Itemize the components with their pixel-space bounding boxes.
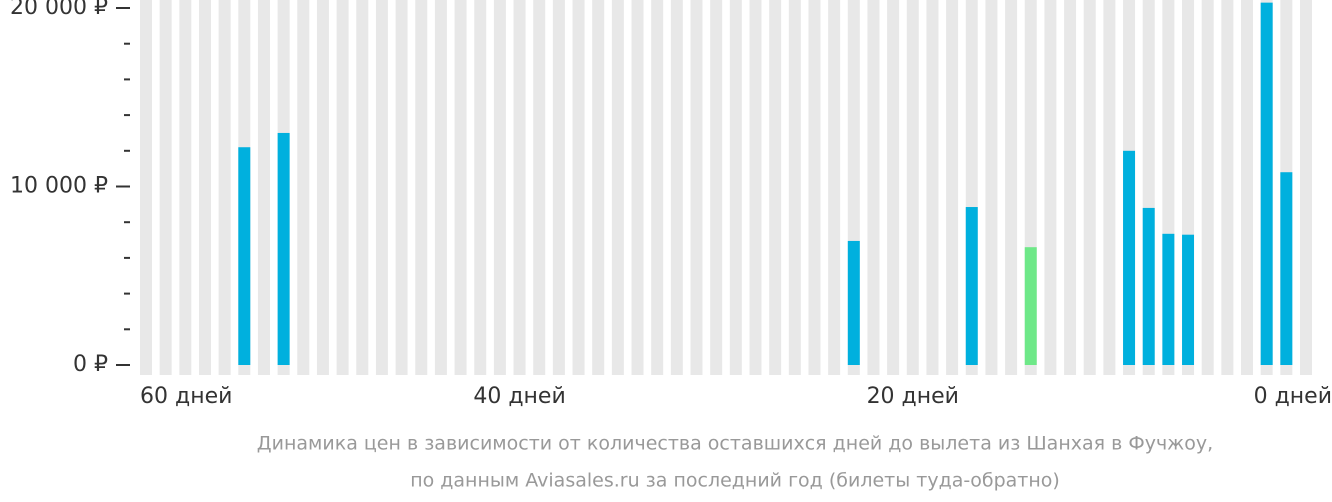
background-column [828,0,841,375]
background-column [788,0,801,375]
background-column [1064,0,1077,375]
x-tick-label: 60 дней [140,384,232,409]
background-column [316,0,329,375]
background-column [1005,0,1018,375]
background-column [1300,0,1312,375]
background-column [257,0,270,375]
background-column [769,0,782,375]
background-column [179,0,192,375]
background-column [1103,0,1116,375]
x-tick-label: 0 дней [1254,384,1332,409]
background-column [710,0,723,375]
y-tick-label: 0 ₽ [73,352,108,377]
background-column [592,0,605,375]
background-column [887,0,900,375]
background-column [946,0,959,375]
background-column [218,0,231,375]
y-tick-label: 10 000 ₽ [10,174,108,199]
background-column [1044,0,1057,375]
background-column [356,0,369,375]
bar [965,207,978,365]
background-column [159,0,172,375]
background-column [670,0,683,375]
bar [1142,207,1155,365]
background-column [1241,0,1254,375]
background-column [690,0,703,375]
background-column [198,0,211,375]
background-column [533,0,546,375]
background-column [513,0,526,375]
bar [1162,233,1175,365]
background-column [808,0,821,375]
background-column [493,0,506,375]
background-column [434,0,447,375]
x-tick-label: 20 дней [867,384,959,409]
background-column [611,0,624,375]
background-column [749,0,762,375]
background-column [336,0,349,375]
background-column [867,0,880,375]
background-column [375,0,388,375]
background-column [651,0,664,375]
bar [1280,172,1293,365]
bar [238,147,251,365]
background-column [552,0,565,375]
background-column [140,0,152,375]
background-column [1201,0,1214,375]
caption: по данным Aviasales.ru за последний год … [410,470,1060,492]
background-column [1083,0,1096,375]
bar [1123,150,1136,365]
bar [1182,234,1195,365]
background-column [631,0,644,375]
bar [1024,247,1037,365]
background-column [297,0,310,375]
background-column [926,0,939,375]
y-tick-label: 20 000 ₽ [10,0,108,20]
bar [277,132,290,365]
background-column [415,0,428,375]
bar [1260,2,1273,366]
background-column [454,0,467,375]
background-column [395,0,408,375]
caption: Динамика цен в зависимости от количества… [257,433,1213,455]
background-column [985,0,998,375]
background-column [729,0,742,375]
background-column [1221,0,1234,375]
x-tick-label: 40 дней [473,384,565,409]
background-column [474,0,487,375]
bar [847,240,860,365]
background-column [572,0,585,375]
background-column [906,0,919,375]
